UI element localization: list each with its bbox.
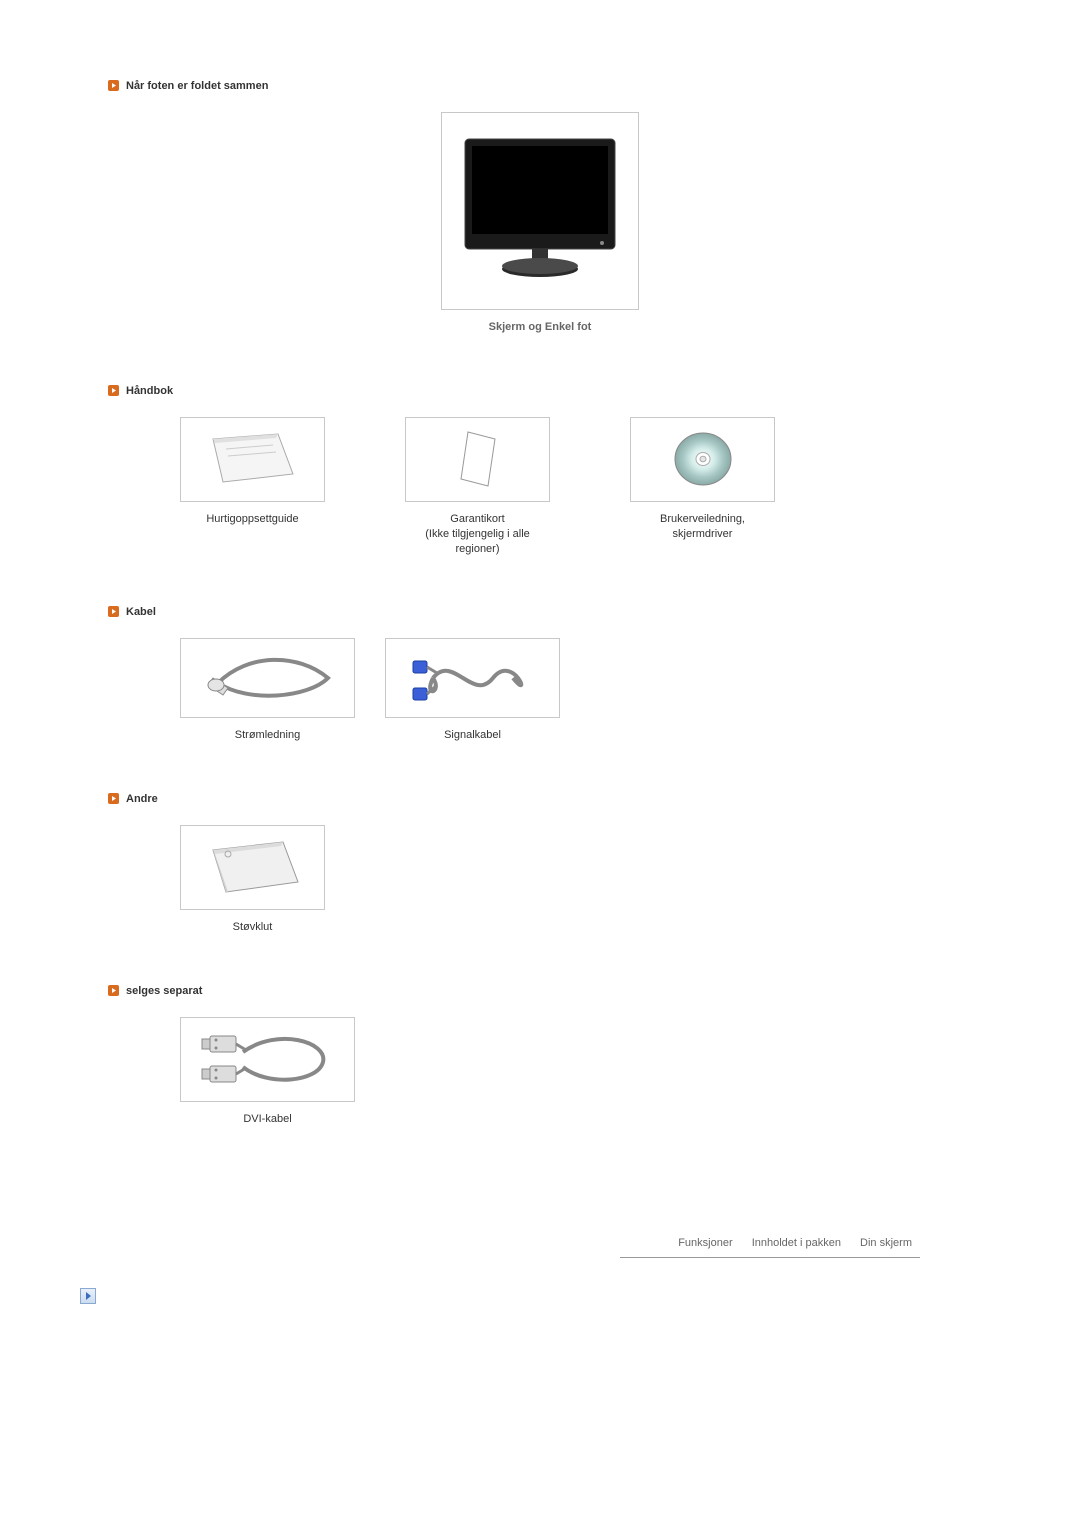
section-header-sold-separately: selges separat (108, 985, 980, 997)
sold-separately-item: DVI-kabel (180, 1017, 355, 1127)
handbook-item: Garantikort (Ikke tilgjengelig i alle re… (405, 417, 550, 557)
cloth-image (180, 825, 325, 910)
monitor-image-box (441, 112, 639, 310)
item-caption: Signalkabel (444, 728, 501, 743)
bullet-icon (108, 80, 120, 92)
monitor-container: Skjerm og Enkel fot (100, 112, 980, 335)
cable-item: Signalkabel (385, 638, 560, 743)
handbook-grid: Hurtigoppsettguide Garantikort (Ikke til… (180, 417, 980, 557)
power-cable-image (180, 638, 355, 718)
cable-item: Strømledning (180, 638, 355, 743)
section-title: Når foten er foldet sammen (126, 80, 268, 92)
section-header-handbook: Håndbok (108, 385, 980, 397)
handbook-item: Brukerveiledning, skjermdriver (630, 417, 775, 557)
section-title: selges separat (126, 985, 202, 997)
cable-grid: Strømledning Signalkabel (180, 638, 980, 743)
item-caption: DVI-kabel (243, 1112, 291, 1127)
bullet-icon (108, 606, 120, 618)
section-title: Kabel (126, 606, 156, 618)
section-header-folded: Når foten er foldet sammen (108, 80, 980, 92)
bullet-icon (108, 793, 120, 805)
caption-line: skjermdriver (673, 528, 733, 540)
section-header-other: Andre (108, 793, 980, 805)
warranty-card-image (405, 417, 550, 502)
item-caption: Støvklut (233, 920, 273, 935)
item-caption: Strømledning (235, 728, 300, 743)
section-header-cable: Kabel (108, 606, 980, 618)
quick-guide-image (180, 417, 325, 502)
dvi-cable-image (180, 1017, 355, 1102)
bullet-icon (108, 385, 120, 397)
footer-nav: Funksjoner Innholdet i pakken Din skjerm (100, 1177, 980, 1258)
section-title: Andre (126, 793, 158, 805)
footer-nav-item[interactable]: Funksjoner (670, 1237, 740, 1255)
caption-line: Brukerveiledning, (660, 513, 745, 525)
caption-line: Garantikort (450, 513, 504, 525)
footer-nav-item[interactable]: Innholdet i pakken (744, 1237, 849, 1255)
footer-nav-item[interactable]: Din skjerm (852, 1237, 920, 1255)
sold-separately-grid: DVI-kabel (180, 1017, 980, 1127)
item-caption: Garantikort (Ikke tilgjengelig i alle re… (405, 512, 550, 557)
caption-line: (Ikke tilgjengelig i alle regioner) (425, 528, 530, 555)
signal-cable-image (385, 638, 560, 718)
section-title: Håndbok (126, 385, 173, 397)
cd-image (630, 417, 775, 502)
handbook-item: Hurtigoppsettguide (180, 417, 325, 557)
item-caption: Hurtigoppsettguide (206, 512, 298, 527)
forward-icon[interactable] (80, 1288, 96, 1304)
monitor-caption: Skjerm og Enkel fot (100, 320, 980, 335)
other-grid: Støvklut (180, 825, 980, 935)
forward-icon-container (80, 1288, 980, 1304)
item-caption: Brukerveiledning, skjermdriver (660, 512, 745, 542)
bullet-icon (108, 985, 120, 997)
other-item: Støvklut (180, 825, 325, 935)
